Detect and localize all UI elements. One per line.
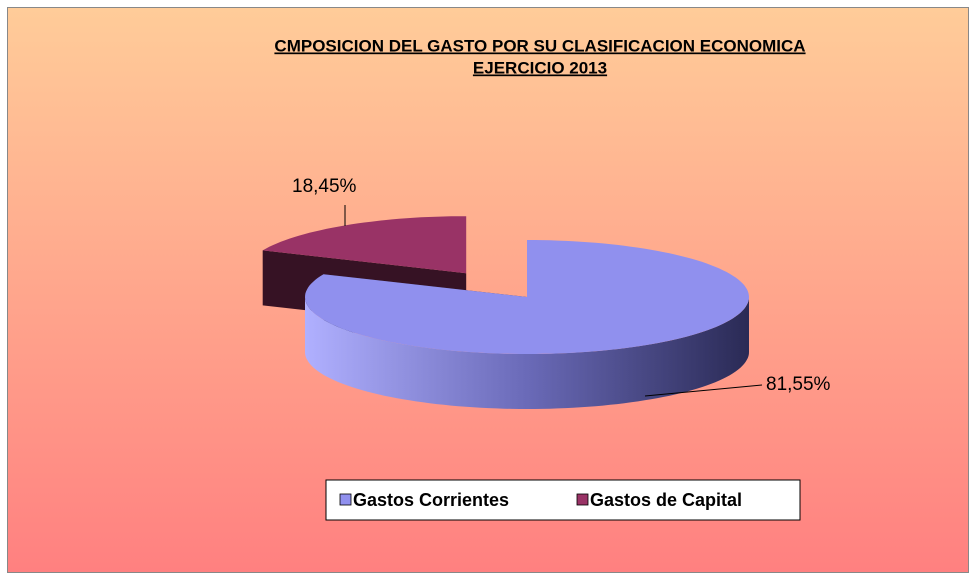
data-label: 18,45% bbox=[292, 176, 357, 197]
pie: 81,55% 18,45% bbox=[262, 176, 831, 409]
legend-label: Gastos de Capital bbox=[590, 490, 742, 510]
leader-line bbox=[644, 384, 763, 397]
data-label: 81,55% bbox=[766, 374, 831, 395]
chart-background bbox=[7, 7, 969, 573]
legend-swatch bbox=[339, 493, 352, 506]
legend-swatch bbox=[576, 493, 589, 506]
slice bbox=[262, 216, 467, 274]
chart-title: CMPOSICION DEL GASTO POR SU CLASIFICACIO… bbox=[274, 36, 805, 55]
slice bbox=[305, 240, 749, 354]
legend-box bbox=[325, 479, 801, 521]
slice-side bbox=[305, 297, 749, 409]
chart-subtitle: EJERCICIO 2013 bbox=[473, 58, 607, 77]
legend-label: Gastos Corrientes bbox=[353, 490, 509, 510]
legend: Gastos Corrientes Gastos de Capital bbox=[339, 490, 742, 510]
